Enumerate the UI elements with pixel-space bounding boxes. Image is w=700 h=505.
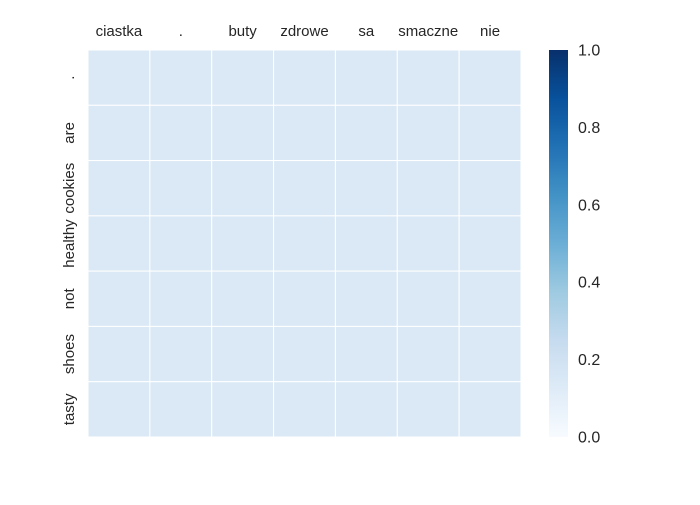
heatmap-cell <box>273 104 336 162</box>
heatmap-cell <box>273 270 336 327</box>
heatmap-cell <box>87 49 151 106</box>
heatmap-cell <box>87 381 151 438</box>
heatmap-cell <box>396 215 460 272</box>
y-tick-label: cookies <box>61 163 78 214</box>
heatmap-cell <box>334 270 398 327</box>
x-tick-label: nie <box>480 23 500 40</box>
heatmap-cell <box>396 160 460 217</box>
heatmap-cell <box>273 381 336 438</box>
heatmap-cell <box>458 215 522 272</box>
x-tick-label: smaczne <box>398 23 458 40</box>
colorbar-gradient <box>549 50 568 437</box>
heatmap-cell <box>396 381 460 438</box>
colorbar-tick-label: 0.8 <box>578 120 600 137</box>
heatmap-cell <box>149 270 213 327</box>
heatmap-cell <box>458 104 522 162</box>
heatmap-cell <box>396 270 460 327</box>
colorbar-tick-label: 1.0 <box>578 43 600 60</box>
x-tick-label: ciastka <box>96 23 143 40</box>
heatmap-cell <box>149 104 213 162</box>
heatmap-cell <box>273 325 336 383</box>
heatmap-cell <box>396 325 460 383</box>
heatmap-cell <box>211 104 275 162</box>
y-tick-labels: . are cookies healthy not shoes tasty <box>61 76 78 426</box>
heatmap-cell <box>273 160 336 217</box>
y-tick-label: shoes <box>61 334 78 374</box>
heatmap-cell <box>396 104 460 162</box>
heatmap-cell <box>334 104 398 162</box>
heatmap-cell <box>334 215 398 272</box>
heatmap-cell <box>149 325 213 383</box>
x-tick-label: sa <box>358 23 375 40</box>
heatmap-cell <box>87 160 151 217</box>
colorbar-tick-label: 0.2 <box>578 352 600 369</box>
heatmap-cell <box>458 160 522 217</box>
y-tick-label: tasty <box>61 393 78 425</box>
heatmap-cell <box>211 270 275 327</box>
y-tick-label: . <box>61 76 78 80</box>
heatmap-cell <box>149 160 213 217</box>
heatmap-cell <box>334 160 398 217</box>
heatmap-cell <box>273 215 336 272</box>
heatmap-cell <box>334 381 398 438</box>
heatmap-cell <box>211 381 275 438</box>
heatmap-cells <box>87 49 522 438</box>
heatmap-cell <box>149 215 213 272</box>
heatmap-cell <box>458 325 522 383</box>
colorbar-tick-label: 0.0 <box>578 430 600 447</box>
y-tick-label: not <box>61 288 78 310</box>
heatmap-cell <box>458 49 522 106</box>
heatmap-cell <box>211 215 275 272</box>
heatmap-cell <box>211 160 275 217</box>
x-tick-label: buty <box>228 23 257 40</box>
heatmap-cell <box>458 270 522 327</box>
heatmap-cell <box>211 49 275 106</box>
colorbar-tick-label: 0.6 <box>578 197 600 214</box>
heatmap-cell <box>87 104 151 162</box>
heatmap-cell <box>87 325 151 383</box>
colorbar: 0.0 0.2 0.4 0.6 0.8 1.0 <box>549 43 600 447</box>
y-tick-label: healthy <box>61 219 78 268</box>
heatmap-cell <box>87 215 151 272</box>
x-tick-label: zdrowe <box>280 23 328 40</box>
heatmap-cell <box>334 325 398 383</box>
x-tick-label: . <box>179 23 183 40</box>
heatmap-cell <box>458 381 522 438</box>
heatmap-cell <box>334 49 398 106</box>
colorbar-tick-label: 0.4 <box>578 275 600 292</box>
heatmap-cell <box>149 381 213 438</box>
heatmap-cell <box>211 325 275 383</box>
heatmap-cell <box>87 270 151 327</box>
x-tick-labels: ciastka. buty zdrowe sa smaczne nie <box>96 23 501 40</box>
heatmap-cell <box>396 49 460 106</box>
y-tick-label: are <box>61 122 78 144</box>
heatmap-cell <box>273 49 336 106</box>
heatmap-cell <box>149 49 213 106</box>
